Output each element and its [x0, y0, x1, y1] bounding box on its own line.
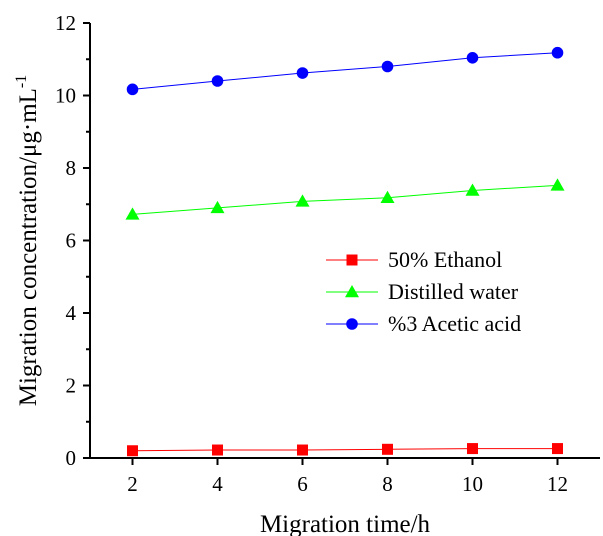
- legend-item: %3 Acetic acid: [326, 311, 521, 336]
- axes: 2 4 6 8 10 12 0 2 4 6 8 10 12: [55, 11, 600, 496]
- legend-marker: [346, 254, 358, 266]
- legend-label: 50% Ethanol: [388, 247, 502, 272]
- series-1: [125, 178, 565, 220]
- legend-marker: [345, 285, 359, 298]
- legend-marker: [346, 318, 358, 330]
- y-axis-title-text: Migration concentration/μg·mL: [15, 88, 42, 406]
- legend-label: Distilled water: [388, 279, 519, 304]
- x-tick-label: 6: [297, 472, 308, 496]
- data-point: [382, 443, 393, 455]
- data-point: [295, 194, 310, 207]
- x-tick-label: 12: [547, 472, 568, 496]
- data-point: [212, 444, 223, 456]
- series-0: [127, 443, 563, 457]
- data-point: [380, 190, 395, 203]
- x-tick-label: 4: [212, 472, 223, 496]
- y-axis-title: Migration concentration/μg·mL-1: [13, 75, 42, 407]
- data-point: [297, 444, 308, 456]
- y-tick-label: 10: [55, 84, 76, 108]
- legend-label: %3 Acetic acid: [388, 311, 521, 336]
- x-axis-title: Migration time/h: [260, 511, 431, 536]
- y-axis-title-superscript: -1: [13, 75, 30, 88]
- data-point: [551, 46, 564, 59]
- data-point: [467, 443, 478, 455]
- series-line: [132, 448, 558, 452]
- y-tick-label: 2: [66, 374, 77, 398]
- y-tick-label: 8: [66, 156, 77, 180]
- y-tick-label: 4: [66, 301, 77, 325]
- data-point: [126, 83, 139, 96]
- data-point: [210, 200, 225, 214]
- data-point: [211, 75, 224, 87]
- series-line: [132, 52, 558, 90]
- series-line: [132, 184, 558, 215]
- x-tick-label: 10: [462, 472, 483, 496]
- legend: 50% Ethanol Distilled water %3 Acetic acid: [326, 247, 521, 336]
- data-point: [466, 52, 479, 64]
- y-tick-label: 6: [66, 229, 77, 253]
- y-tick-label: 12: [55, 11, 76, 35]
- data-point: [125, 207, 140, 220]
- data-point: [127, 445, 138, 457]
- data-point: [296, 67, 309, 79]
- legend-item: 50% Ethanol: [326, 247, 502, 272]
- data-point: [550, 178, 565, 191]
- series-layer: [125, 46, 565, 457]
- data-point: [465, 183, 480, 196]
- series-2: [126, 46, 564, 96]
- x-tick-label: 8: [382, 472, 393, 496]
- data-point: [552, 443, 563, 455]
- legend-item: Distilled water: [326, 279, 519, 304]
- x-tick-label: 2: [127, 472, 138, 496]
- data-point: [381, 60, 394, 73]
- y-tick-label: 0: [66, 446, 77, 470]
